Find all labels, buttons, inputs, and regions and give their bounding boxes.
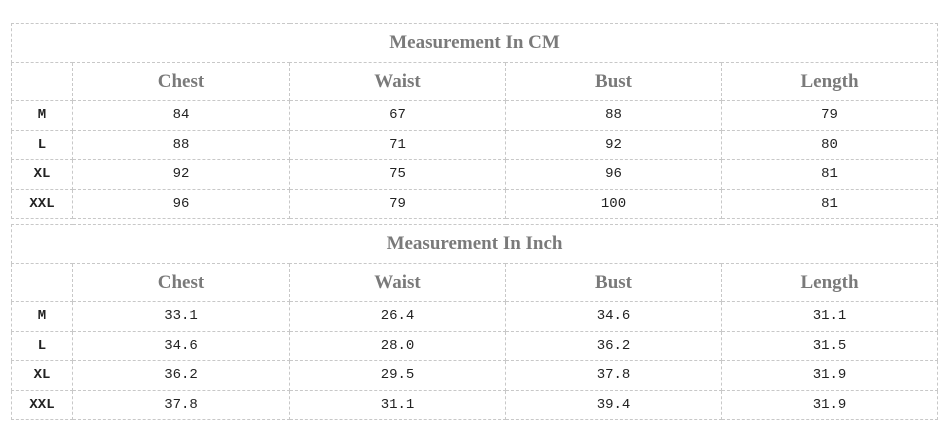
inch-size-table: Measurement In Inch Chest Waist Bust Length M… [10, 224, 939, 420]
table-title-row: Measurement In CM [10, 23, 939, 63]
table-cell: 67 [289, 100, 506, 131]
column-header: Waist [289, 62, 506, 101]
header-row: Chest Waist Bust Length [11, 263, 939, 302]
size-label: XXL [11, 188, 73, 219]
table-row: XL 36.2 29.5 37.8 31.9 [11, 360, 939, 391]
table-row: XXL 37.8 31.1 39.4 31.9 [11, 389, 939, 420]
table-title-row: Measurement In Inch [10, 224, 939, 264]
table-title: Measurement In CM [10, 23, 939, 63]
table-cell: 79 [289, 188, 506, 219]
table-cell: 100 [505, 188, 722, 219]
table-cell: 88 [505, 100, 722, 131]
table-cell: 36.2 [72, 360, 290, 391]
table-cell: 92 [505, 129, 722, 160]
column-header [11, 62, 73, 101]
column-header [11, 263, 73, 302]
table-cell: 84 [72, 100, 290, 131]
table-cell: 34.6 [505, 301, 722, 332]
table-cell: 79 [720, 100, 939, 131]
table-cell: 92 [72, 159, 290, 190]
size-label: M [11, 301, 73, 332]
cm-size-table: Measurement In CM Chest Waist Bust Length M 84… [10, 23, 939, 219]
table-cell: 81 [720, 159, 939, 190]
table-row: M 33.1 26.4 34.6 31.1 [11, 301, 939, 332]
table-cell: 31.1 [289, 389, 506, 420]
table-cell: 28.0 [289, 330, 506, 361]
table-cell: 80 [720, 129, 939, 160]
size-label: L [11, 330, 73, 361]
table-cell: 33.1 [72, 301, 290, 332]
table-cell: 29.5 [289, 360, 506, 391]
size-label: XL [11, 360, 73, 391]
table-cell: 37.8 [72, 389, 290, 420]
table-cell: 96 [72, 188, 290, 219]
table-title: Measurement In Inch [10, 224, 939, 264]
table-cell: 88 [72, 129, 290, 160]
table-cell: 26.4 [289, 301, 506, 332]
column-header: Chest [72, 263, 290, 302]
table-row: L 88 71 92 80 [11, 129, 939, 160]
size-label: XL [11, 159, 73, 190]
table-row: L 34.6 28.0 36.2 31.5 [11, 330, 939, 361]
table-cell: 75 [289, 159, 506, 190]
table-row: XL 92 75 96 81 [11, 159, 939, 190]
table-row: M 84 67 88 79 [11, 100, 939, 131]
column-header: Chest [72, 62, 290, 101]
column-header: Bust [505, 62, 722, 101]
size-label: M [11, 100, 73, 131]
table-cell: 34.6 [72, 330, 290, 361]
table-cell: 31.9 [720, 389, 939, 420]
table-cell: 39.4 [505, 389, 722, 420]
table-row: XXL 96 79 100 81 [11, 188, 939, 219]
column-header: Length [720, 263, 939, 302]
size-label: L [11, 129, 73, 160]
table-cell: 71 [289, 129, 506, 160]
table-cell: 81 [720, 188, 939, 219]
table-cell: 31.9 [720, 360, 939, 391]
column-header: Length [720, 62, 939, 101]
table-cell: 31.1 [720, 301, 939, 332]
table-cell: 37.8 [505, 360, 722, 391]
table-cell: 36.2 [505, 330, 722, 361]
column-header: Waist [289, 263, 506, 302]
size-label: XXL [11, 389, 73, 420]
column-header: Bust [505, 263, 722, 302]
table-cell: 31.5 [720, 330, 939, 361]
header-row: Chest Waist Bust Length [11, 62, 939, 101]
table-cell: 96 [505, 159, 722, 190]
